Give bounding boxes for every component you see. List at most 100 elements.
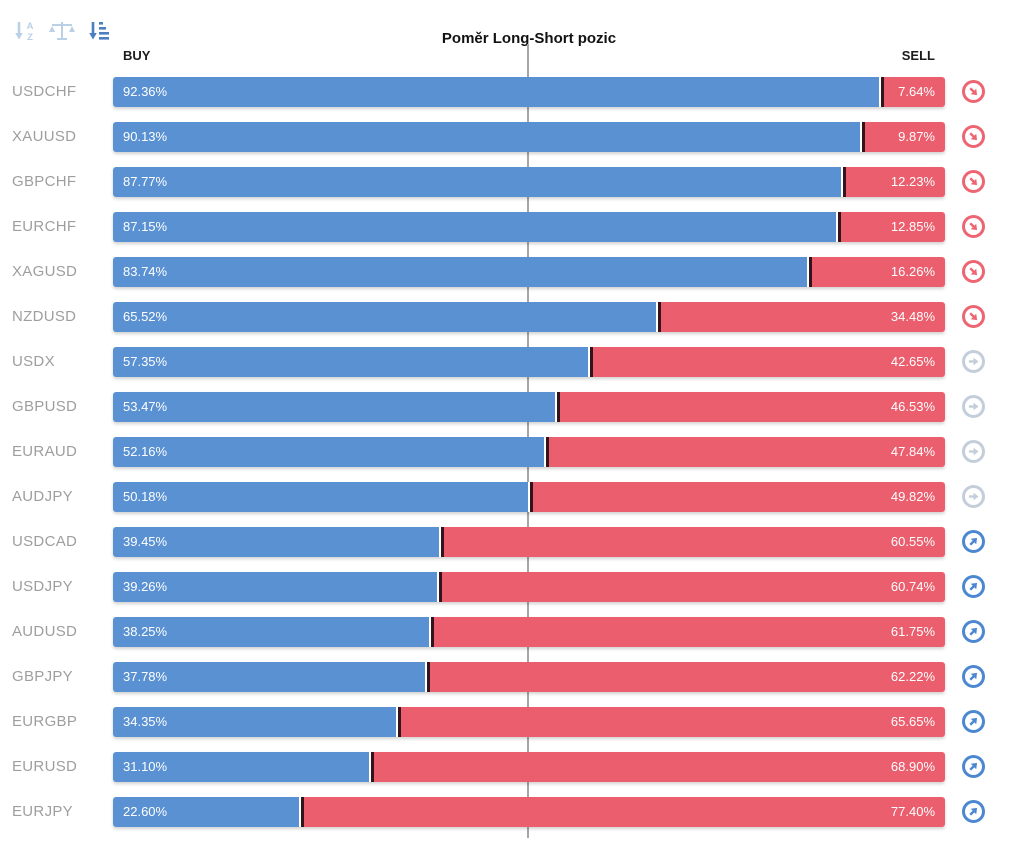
sell-segment[interactable]: 42.65% (592, 347, 945, 377)
buy-segment[interactable]: 87.77% (113, 167, 841, 197)
buy-segment[interactable]: 37.78% (113, 662, 425, 692)
trend-arrow-icon[interactable] (962, 800, 985, 823)
sell-segment[interactable]: 34.48% (660, 302, 945, 332)
ratio-bar[interactable]: 87.15% 12.85% (113, 212, 945, 242)
buy-segment[interactable]: 50.18% (113, 482, 528, 512)
ratio-bar[interactable]: 34.35% 65.65% (113, 707, 945, 737)
buy-segment[interactable]: 39.26% (113, 572, 438, 602)
trend-arrow-icon[interactable] (962, 755, 985, 778)
buy-segment[interactable]: 31.10% (113, 752, 370, 782)
trend-arrow-icon[interactable] (962, 215, 985, 238)
sell-segment[interactable]: 49.82% (532, 482, 945, 512)
sell-segment[interactable]: 7.64% (883, 77, 945, 107)
sell-segment[interactable]: 16.26% (812, 257, 945, 287)
buy-segment[interactable]: 34.35% (113, 707, 397, 737)
sell-segment[interactable]: 47.84% (549, 437, 945, 467)
ratio-bar[interactable]: 52.16% 47.84% (113, 437, 945, 467)
pair-label: GBPJPY (12, 668, 73, 685)
trend-arrow-icon[interactable] (962, 80, 985, 103)
buy-segment[interactable]: 90.13% (113, 122, 861, 152)
buy-segment[interactable]: 53.47% (113, 392, 556, 422)
sort-alphabetical-icon[interactable]: A Z (10, 18, 40, 44)
buy-segment[interactable]: 22.60% (113, 797, 299, 827)
ratio-bar[interactable]: 57.35% 42.65% (113, 347, 945, 377)
segment-divider (842, 167, 846, 197)
table-row: AUDJPY 50.18% 49.82% (0, 482, 1015, 527)
ratio-bar[interactable]: 31.10% 68.90% (113, 752, 945, 782)
buy-axis-label: BUY (123, 48, 151, 63)
buy-segment[interactable]: 39.45% (113, 527, 439, 557)
pair-label: AUDJPY (12, 488, 73, 505)
ratio-bar[interactable]: 87.77% 12.23% (113, 167, 945, 197)
buy-segment[interactable]: 92.36% (113, 77, 879, 107)
buy-segment[interactable]: 52.16% (113, 437, 545, 467)
page-title: Poměr Long-Short pozic (441, 30, 617, 47)
trend-arrow-icon[interactable] (962, 620, 985, 643)
pair-label: AUDUSD (12, 623, 78, 640)
trend-arrow-icon[interactable] (962, 125, 985, 148)
buy-segment[interactable]: 57.35% (113, 347, 588, 377)
trend-arrow-icon[interactable] (962, 485, 985, 508)
sort-amount-icon[interactable] (84, 18, 114, 44)
ratio-bar[interactable]: 83.74% 16.26% (113, 257, 945, 287)
trend-arrow-icon[interactable] (962, 170, 985, 193)
trend-arrow-icon[interactable] (962, 440, 985, 463)
pair-label: EURCHF (12, 218, 77, 235)
segment-gap (835, 212, 838, 242)
segment-gap (655, 302, 658, 332)
segment-divider (439, 572, 443, 602)
buy-segment[interactable]: 83.74% (113, 257, 808, 287)
segment-gap (860, 122, 863, 152)
trend-arrow-icon[interactable] (962, 260, 985, 283)
sell-segment[interactable]: 12.23% (845, 167, 945, 197)
table-row: EURGBP 34.35% 65.65% (0, 707, 1015, 752)
ratio-bar[interactable]: 37.78% 62.22% (113, 662, 945, 692)
table-row: GBPUSD 53.47% 46.53% (0, 392, 1015, 437)
sell-segment[interactable]: 60.55% (443, 527, 945, 557)
sell-segment[interactable]: 77.40% (303, 797, 945, 827)
pair-label: USDCAD (12, 533, 78, 550)
trend-arrow-icon[interactable] (962, 350, 985, 373)
segment-gap (396, 707, 399, 737)
segment-gap (424, 662, 427, 692)
table-row: GBPCHF 87.77% 12.23% (0, 167, 1015, 212)
ratio-bar[interactable]: 39.26% 60.74% (113, 572, 945, 602)
ratio-bar[interactable]: 90.13% 9.87% (113, 122, 945, 152)
trend-arrow-icon[interactable] (962, 530, 985, 553)
segment-gap (878, 77, 881, 107)
buy-segment[interactable]: 65.52% (113, 302, 656, 332)
segment-divider (300, 797, 304, 827)
trend-arrow-icon[interactable] (962, 665, 985, 688)
ratio-bar[interactable]: 65.52% 34.48% (113, 302, 945, 332)
ratio-bar[interactable]: 53.47% 46.53% (113, 392, 945, 422)
ratio-bar[interactable]: 22.60% 77.40% (113, 797, 945, 827)
ratio-bar[interactable]: 38.25% 61.75% (113, 617, 945, 647)
trend-arrow-icon[interactable] (962, 305, 985, 328)
balance-scale-icon[interactable] (47, 18, 77, 44)
ratio-bar[interactable]: 50.18% 49.82% (113, 482, 945, 512)
ratio-bar[interactable]: 92.36% 7.64% (113, 77, 945, 107)
sell-segment[interactable]: 62.22% (429, 662, 945, 692)
segment-divider (426, 662, 430, 692)
segment-divider (880, 77, 884, 107)
segment-divider (546, 437, 550, 467)
sell-segment[interactable]: 12.85% (840, 212, 945, 242)
segment-gap (840, 167, 843, 197)
table-row: XAGUSD 83.74% 16.26% (0, 257, 1015, 302)
sell-segment[interactable]: 60.74% (442, 572, 945, 602)
buy-segment[interactable]: 38.25% (113, 617, 429, 647)
table-row: EURJPY 22.60% 77.40% (0, 797, 1015, 842)
sell-segment[interactable]: 9.87% (865, 122, 945, 152)
sell-segment[interactable]: 61.75% (433, 617, 945, 647)
sell-segment[interactable]: 46.53% (560, 392, 945, 422)
ratio-bar[interactable]: 39.45% 60.55% (113, 527, 945, 557)
segment-divider (589, 347, 593, 377)
buy-segment[interactable]: 87.15% (113, 212, 836, 242)
trend-arrow-icon[interactable] (962, 710, 985, 733)
sell-segment[interactable]: 65.65% (401, 707, 945, 737)
table-row: GBPJPY 37.78% 62.22% (0, 662, 1015, 707)
trend-arrow-icon[interactable] (962, 575, 985, 598)
table-row: USDJPY 39.26% 60.74% (0, 572, 1015, 617)
trend-arrow-icon[interactable] (962, 395, 985, 418)
sell-segment[interactable]: 68.90% (374, 752, 945, 782)
